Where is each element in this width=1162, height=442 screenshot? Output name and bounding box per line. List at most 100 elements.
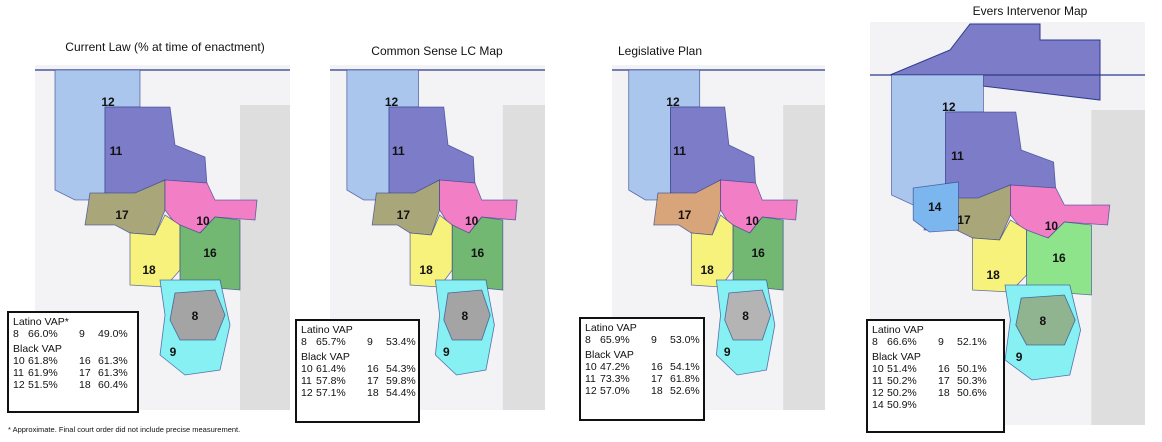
stats-cell: 66.0% (28, 328, 58, 340)
stats-cell: 9 (938, 336, 944, 348)
stats-cell: 11 (872, 375, 883, 387)
district-area (169, 289, 226, 341)
stats-cell: 16 (367, 363, 379, 375)
stats-cell: 50.3% (957, 375, 987, 387)
stats-cell: 61.9% (28, 367, 58, 379)
stats-cell: 60.4% (98, 379, 128, 391)
stats-cell: 53.0% (670, 334, 700, 346)
district-label: 18 (701, 263, 715, 277)
stats-heading: Black VAP (13, 343, 62, 355)
stats-cell: 10 (872, 363, 884, 375)
map-title: Common Sense LC Map (371, 44, 503, 58)
stats-cell: 54.4% (386, 387, 416, 399)
stats-cell: 12 (872, 387, 884, 399)
stats-cell: 9 (79, 328, 85, 340)
stats-heading: Latino VAP (301, 324, 353, 336)
stats-heading: Latino VAP* (13, 316, 69, 328)
stats-cell: 66.6% (887, 336, 917, 348)
district-label: 16 (203, 246, 217, 260)
stats-cell: 18 (938, 387, 950, 399)
district-label: 11 (392, 144, 405, 158)
district-label: 14 (928, 200, 942, 214)
stats-cell: 49.0% (98, 328, 128, 340)
stats-cell: 14 (872, 399, 884, 411)
lake (783, 105, 825, 410)
district-label: 16 (751, 246, 765, 260)
stats-cell: 61.3% (98, 367, 128, 379)
stats-cell: 8 (13, 328, 19, 340)
stats-cell: 73.3% (600, 373, 630, 385)
stats-heading: Latino VAP (585, 322, 637, 334)
stats-cell: 50.2% (887, 387, 917, 399)
district-label: 11 (951, 149, 964, 163)
district-label: 18 (142, 263, 156, 277)
stats-cell: 12 (585, 385, 597, 397)
district-label: 11 (673, 144, 686, 158)
stats-cell: 16 (651, 361, 663, 373)
stats-cell: 17 (79, 367, 91, 379)
district-area (1026, 221, 1092, 296)
stats-cell: 10 (13, 355, 25, 367)
stats-cell: 17 (938, 375, 950, 387)
map-panel: 12 11 17 10 18 16 9 8 (35, 65, 290, 410)
stats-cell: 61.8% (670, 373, 700, 385)
district-label: 17 (957, 213, 971, 227)
stats-box (579, 317, 705, 421)
stats-box (866, 319, 1005, 433)
district-area (724, 289, 772, 341)
district-label: 11 (110, 144, 123, 158)
district-label: 8 (742, 309, 749, 323)
map-panel: 12 11 17 10 18 16 9 8 (330, 65, 545, 410)
stats-cell: 50.1% (957, 363, 987, 375)
stats-heading: Black VAP (872, 351, 921, 363)
district-label: 10 (1045, 219, 1059, 233)
map-title: Legislative Plan (618, 44, 702, 58)
district-label: 16 (471, 246, 485, 260)
stats-cell: 16 (938, 363, 950, 375)
district-label: 17 (678, 208, 692, 222)
stats-cell: 18 (651, 385, 663, 397)
stats-cell: 52.1% (957, 336, 987, 348)
map-title: Current Law (% at time of enactment) (65, 40, 264, 54)
stats-cell: 54.1% (670, 361, 700, 373)
map-title: Evers Intervenor Map (973, 4, 1088, 18)
stats-cell: 18 (79, 379, 91, 391)
stats-cell: 9 (367, 336, 373, 348)
stats-heading: Black VAP (301, 351, 350, 363)
district-label: 9 (170, 345, 177, 359)
lake (502, 105, 545, 410)
stats-cell: 61.8% (28, 355, 58, 367)
district-area (179, 216, 241, 291)
district-label: 12 (101, 95, 115, 109)
district-area (732, 216, 784, 291)
stats-heading: Black VAP (585, 349, 634, 361)
stats-cell: 65.7% (316, 336, 346, 348)
stats-cell: 59.8% (386, 375, 416, 387)
district-area (443, 289, 491, 341)
stats-cell: 17 (367, 375, 379, 387)
stats-cell: 12 (301, 387, 313, 399)
stats-cell: 54.3% (386, 363, 416, 375)
stats-cell: 57.0% (600, 385, 630, 397)
stats-cell: 11 (585, 373, 596, 385)
stats-cell: 10 (585, 361, 597, 373)
stats-cell: 57.8% (316, 375, 346, 387)
district-area (1015, 294, 1076, 346)
stats-box (295, 319, 420, 423)
stats-cell: 51.5% (28, 379, 58, 391)
district-area (451, 216, 504, 291)
stats-cell: 11 (301, 375, 312, 387)
district-label: 17 (397, 208, 411, 222)
lake (240, 105, 290, 410)
district-label: 18 (419, 263, 433, 277)
district-label: 18 (986, 268, 1000, 282)
district-label: 12 (942, 100, 956, 114)
stats-cell: 17 (651, 373, 663, 385)
district-label: 10 (196, 214, 210, 228)
district-label: 8 (462, 309, 469, 323)
stats-cell: 50.6% (957, 387, 987, 399)
stats-cell: 18 (367, 387, 379, 399)
stats-cell: 16 (79, 355, 91, 367)
stats-box (7, 311, 139, 413)
